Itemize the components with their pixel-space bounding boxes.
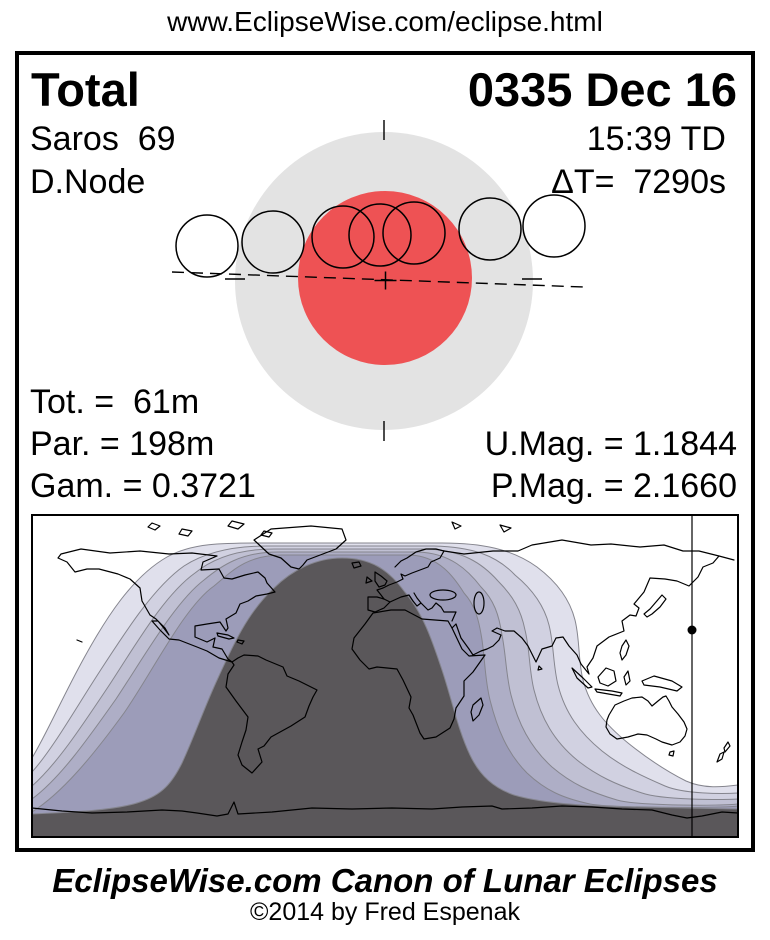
- map-border: [31, 514, 739, 838]
- copyright-line: ©2014 by Fred Espenak: [250, 898, 520, 926]
- gamma-value: Gam. = 0.3721: [30, 467, 256, 505]
- eclipse-type-label: Total: [31, 63, 140, 116]
- moon-position-P4: [522, 194, 586, 258]
- eclipse-date: 0335 Dec 16: [467, 63, 737, 116]
- penumbral-magnitude: P.Mag. = 2.1660: [490, 467, 737, 505]
- shadow-diagram: [171, 120, 586, 441]
- coastlines: [32, 520, 738, 819]
- moon-position-U1: [241, 210, 305, 274]
- moon-position-P1: [175, 214, 239, 278]
- moon-zenith-marker: [687, 625, 697, 635]
- saros-number: Saros 69: [30, 120, 176, 158]
- partial-duration: Par. = 198m: [30, 425, 215, 463]
- visibility-map: [31, 514, 739, 838]
- canon-title: EclipseWise.com Canon of Lunar Eclipses: [52, 862, 718, 899]
- figure-border: [15, 51, 755, 852]
- node-type: D.Node: [30, 163, 146, 201]
- delta-t-value: ΔT= 7290s: [551, 163, 726, 201]
- greatest-eclipse-time: 15:39 TD: [586, 120, 726, 158]
- totality-duration: Tot. = 61m: [30, 383, 200, 421]
- moon-position-U3: [382, 201, 446, 265]
- page-url: www.EclipseWise.com/eclipse.html: [167, 6, 603, 37]
- ecliptic-dashed-line: [171, 271, 585, 288]
- visibility-zone-full-eclipse: [32, 557, 738, 837]
- moon-position-greatest: [348, 203, 412, 267]
- umbral-magnitude: U.Mag. = 1.1844: [484, 425, 737, 463]
- moon-position-U2: [311, 205, 375, 269]
- moon-position-U4: [458, 197, 522, 261]
